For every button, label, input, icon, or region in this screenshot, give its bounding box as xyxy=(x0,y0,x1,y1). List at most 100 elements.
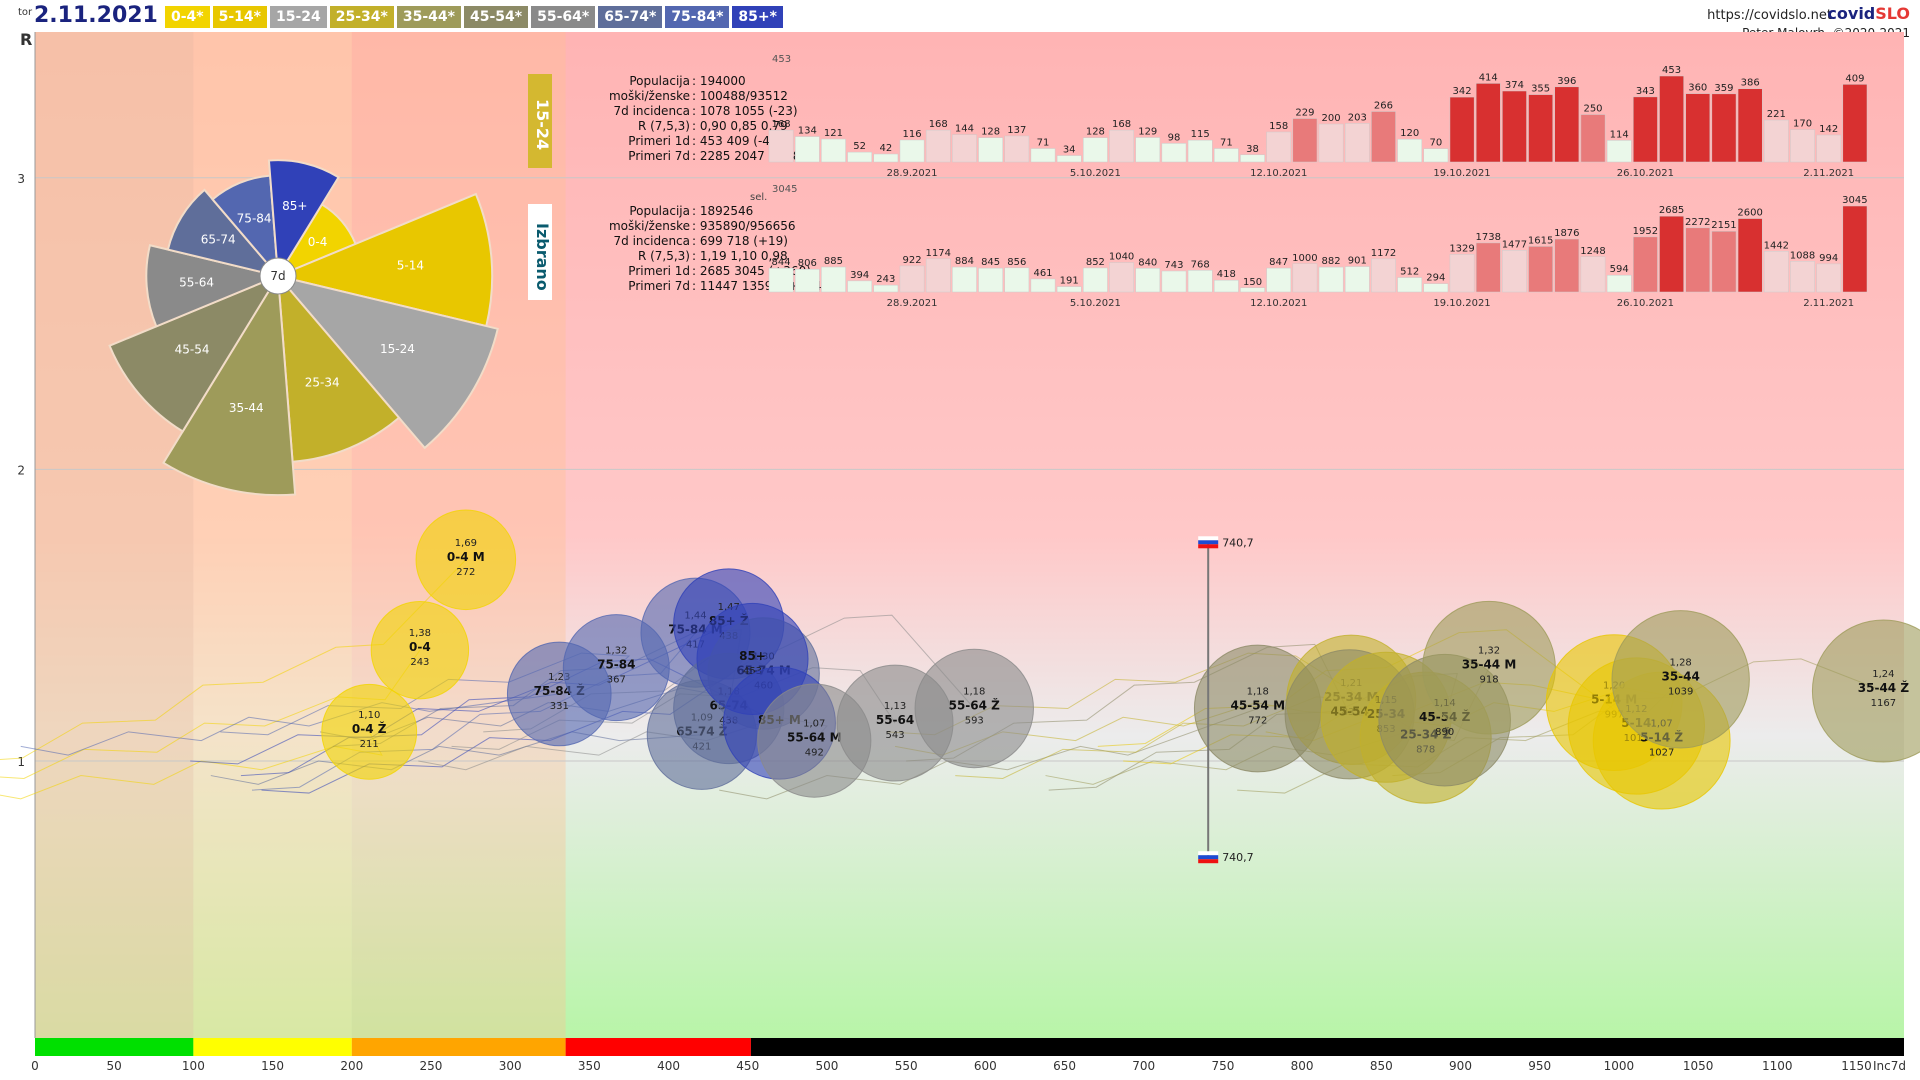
bar-30 xyxy=(1554,86,1580,163)
legend-item-0[interactable]: 0-4* xyxy=(165,6,210,28)
bar-14 xyxy=(1135,137,1161,163)
legend-item-5[interactable]: 45-54* xyxy=(463,6,529,28)
bar-3 xyxy=(847,280,873,293)
bar-6 xyxy=(925,129,951,163)
pie-slice-3 xyxy=(276,273,401,463)
bar-value-label: 922 xyxy=(903,255,922,266)
info-value: : 1892546 xyxy=(692,204,754,218)
legend-item-4[interactable]: 35-44* xyxy=(396,6,461,28)
bar-value-label: 594 xyxy=(1610,264,1629,275)
bar-28 xyxy=(1502,250,1527,293)
bar-value-label: 191 xyxy=(1060,276,1079,287)
pie-label: 35-44 xyxy=(229,401,264,415)
bar-5 xyxy=(899,139,925,163)
bar-value-label: 134 xyxy=(798,126,817,137)
bar-1 xyxy=(794,268,820,293)
legend-item-6[interactable]: 55-64* xyxy=(531,6,596,28)
panel-a-tab[interactable]: 15-24 xyxy=(528,74,552,168)
legend-item-3[interactable]: 25-34* xyxy=(329,6,394,28)
bar-value-label: 150 xyxy=(1243,277,1262,288)
pie-slice-4 xyxy=(162,272,297,497)
bar-29 xyxy=(1528,246,1553,293)
plot-background xyxy=(35,32,1904,1038)
bar-13 xyxy=(1109,129,1134,163)
info-key: Primeri 7d xyxy=(628,279,690,293)
brand-logo: covidSLO xyxy=(1827,4,1910,23)
bar-26 xyxy=(1449,254,1475,293)
bar-22 xyxy=(1344,266,1370,293)
bar-value-label: 386 xyxy=(1741,78,1760,89)
bar-value-label: 129 xyxy=(1138,127,1157,138)
bar-value-label: 342 xyxy=(1453,86,1472,97)
y-tick-label: 1 xyxy=(17,755,25,769)
bar-23 xyxy=(1371,111,1396,163)
bar-20 xyxy=(1292,118,1318,163)
bar-value-label: 221 xyxy=(1767,109,1786,120)
legend-item-1[interactable]: 5-14* xyxy=(212,6,267,28)
info-row: moški/ženske: 935890/956656 xyxy=(560,219,834,234)
bar-x-tick-label: 2.11.2021 xyxy=(1803,168,1854,179)
info-key: Primeri 7d xyxy=(628,149,690,163)
legend-item-2[interactable]: 15-24 xyxy=(269,6,327,28)
bar-22 xyxy=(1344,123,1370,163)
bar-39 xyxy=(1790,261,1815,293)
bar-value-label: 1000 xyxy=(1292,253,1317,264)
bar-value-label: 142 xyxy=(1819,124,1838,135)
bar-value-label: 840 xyxy=(1138,257,1157,268)
site-url[interactable]: https://covidslo.net xyxy=(1707,8,1832,23)
zone-bar-4 xyxy=(750,1038,1904,1056)
bar-value-label: 34 xyxy=(1063,145,1076,156)
bubble-label: 0-4 Ž xyxy=(352,721,387,736)
bar-40 xyxy=(1816,263,1842,293)
bar-27 xyxy=(1475,83,1501,163)
bar-value-label: 121 xyxy=(824,128,843,139)
bubble-value-label: 593 xyxy=(965,715,984,726)
bubble-r-label: 1,18 xyxy=(1247,686,1269,697)
bar-value-label: 71 xyxy=(1037,138,1050,149)
bar-value-label: 1172 xyxy=(1371,248,1396,259)
bar-value-label: 1738 xyxy=(1476,232,1501,243)
y-axis-title: R xyxy=(20,30,33,49)
bar-33 xyxy=(1633,236,1658,293)
bubble-r-label: 1,18 xyxy=(963,686,985,697)
bar-value-label: 2685 xyxy=(1659,205,1684,216)
info-key: 7d incidenca xyxy=(613,234,691,248)
bar-x-tick-label: 28.9.2021 xyxy=(887,168,938,179)
info-value: : 1078 1055 (-23) xyxy=(692,104,798,118)
bar-x-tick-label: 5.10.2021 xyxy=(1070,298,1121,309)
x-tick-label: 400 xyxy=(657,1059,680,1073)
bubble-value-label: 1027 xyxy=(1649,748,1674,759)
legend-item-9[interactable]: 85+* xyxy=(732,6,783,28)
bubble-circle xyxy=(1811,619,1920,763)
bar-x-tick-label: 2.11.2021 xyxy=(1803,298,1854,309)
bar-16 xyxy=(1187,270,1213,293)
bar-value-label: 70 xyxy=(1429,138,1442,149)
panel-b-tab[interactable]: Izbrano xyxy=(528,204,552,300)
info-row: 7d incidenca: 699 718 (+19) xyxy=(560,234,834,249)
bar-18 xyxy=(1240,154,1265,163)
zone-bar-2 xyxy=(351,1038,566,1056)
flag-white xyxy=(1198,536,1219,541)
info-value: : 1,19 1,10 0,98 xyxy=(692,249,788,263)
bar-9 xyxy=(1004,135,1030,163)
bubble-r-label: 1,13 xyxy=(884,701,906,712)
legend-item-7[interactable]: 65-74* xyxy=(598,6,663,28)
pie-slice-1 xyxy=(274,192,494,328)
bar-value-label: 115 xyxy=(1191,129,1210,140)
bar-34 xyxy=(1659,215,1684,293)
legend-item-8[interactable]: 75-84* xyxy=(665,6,730,28)
info-value: : 935890/956656 xyxy=(692,219,796,233)
bar-value-label: 885 xyxy=(824,256,843,267)
bar-value-label: 1876 xyxy=(1554,228,1579,239)
bar-value-label: 374 xyxy=(1505,80,1524,91)
flag-blue xyxy=(1198,540,1219,545)
info-key: 7d incidenca xyxy=(613,104,691,118)
bar-x-tick-label: 12.10.2021 xyxy=(1250,298,1307,309)
bar-16 xyxy=(1187,139,1213,163)
bar-9 xyxy=(1004,267,1030,293)
bar-31 xyxy=(1580,114,1606,163)
x-tick-label: 1000 xyxy=(1604,1059,1635,1073)
info-value: : 453 409 (-44) xyxy=(692,134,783,148)
bar-24 xyxy=(1397,138,1423,163)
